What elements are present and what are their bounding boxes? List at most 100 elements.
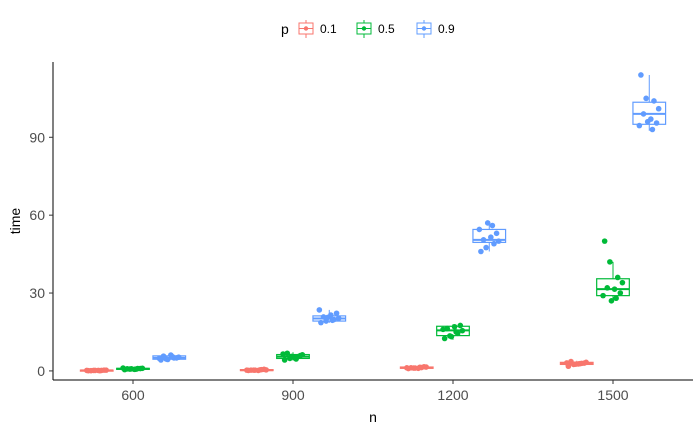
y-tick-label: 30	[29, 285, 45, 301]
legend-item-0.5: 0.5	[356, 20, 395, 38]
data-point	[288, 353, 295, 360]
data-point	[417, 364, 423, 371]
data-point	[284, 350, 291, 357]
data-point	[480, 237, 487, 243]
data-point	[607, 259, 613, 265]
legend-title: p	[281, 21, 289, 37]
data-point	[84, 367, 90, 374]
data-point	[297, 352, 304, 359]
x-tick-label: 600	[121, 387, 145, 403]
legend-label: 0.5	[378, 22, 395, 36]
legend-item-0.1: 0.1	[298, 20, 337, 38]
y-tick-label: 60	[29, 207, 45, 223]
data-point	[617, 290, 624, 296]
data-point	[318, 319, 324, 326]
data-point	[489, 222, 496, 229]
legend-label: 0.1	[320, 22, 337, 36]
y-tick-label: 0	[37, 363, 45, 379]
x-axis-title: n	[369, 409, 377, 425]
data-point	[493, 230, 500, 237]
data-point	[320, 314, 327, 320]
data-point	[404, 364, 410, 371]
data-point	[600, 292, 606, 299]
data-point	[329, 317, 336, 324]
data-point	[408, 364, 414, 371]
data-point	[441, 335, 448, 342]
y-axis-title: time	[7, 208, 23, 235]
data-point	[601, 238, 608, 244]
data-point	[453, 329, 459, 335]
data-point	[651, 98, 657, 104]
data-point	[614, 274, 621, 281]
data-point	[649, 126, 656, 133]
data-point	[444, 325, 451, 332]
legend-item-0.9: 0.9	[416, 20, 455, 38]
data-point	[244, 367, 250, 373]
data-point	[564, 360, 570, 366]
data-point	[448, 333, 455, 340]
data-point	[457, 322, 464, 329]
data-point	[160, 353, 167, 359]
data-point	[101, 367, 107, 373]
data-point	[451, 323, 458, 330]
data-point	[252, 367, 258, 373]
data-point	[120, 365, 126, 371]
y-tick-label: 90	[29, 129, 45, 145]
data-point	[495, 238, 502, 244]
boxes-layer	[79, 74, 667, 372]
data-point	[636, 122, 643, 129]
legend: p 0.1 0.5 0.9	[281, 20, 455, 38]
data-point	[280, 351, 286, 357]
x-ticks: 600 900 1200 1500	[121, 380, 629, 403]
data-point	[281, 357, 288, 363]
data-point	[133, 366, 139, 372]
points-layer	[84, 72, 662, 374]
data-point	[483, 244, 489, 251]
plot-area	[79, 72, 667, 374]
data-point	[124, 366, 131, 372]
data-point	[97, 367, 103, 374]
data-point	[421, 363, 427, 370]
data-point	[604, 285, 611, 291]
legend-key-point	[421, 26, 427, 31]
data-point	[644, 118, 651, 125]
data-point	[169, 353, 176, 360]
data-point	[335, 315, 342, 322]
data-point	[478, 248, 484, 255]
data-point	[128, 366, 135, 372]
data-point	[324, 314, 331, 321]
data-point	[608, 298, 615, 304]
data-point	[476, 226, 483, 233]
data-point	[613, 295, 619, 302]
data-point	[491, 240, 497, 247]
data-point	[333, 310, 340, 317]
data-point	[619, 279, 626, 286]
data-point	[581, 360, 587, 366]
x-tick-label: 900	[281, 387, 305, 403]
data-point	[164, 356, 171, 363]
data-point	[459, 327, 466, 334]
y-ticks: 0 30 60 90	[29, 129, 53, 379]
legend-key-point	[361, 26, 367, 31]
data-point	[261, 366, 267, 373]
data-point	[156, 355, 163, 362]
data-point	[611, 286, 618, 292]
data-point	[640, 111, 647, 117]
data-point	[638, 72, 644, 78]
legend-items: 0.1 0.5 0.9	[298, 20, 455, 38]
data-point	[316, 307, 323, 313]
data-point	[577, 360, 583, 367]
data-point	[488, 234, 494, 241]
data-point	[293, 356, 299, 362]
x-tick-label: 1500	[597, 387, 628, 403]
data-point	[440, 326, 446, 333]
data-point	[137, 365, 144, 372]
data-point	[643, 95, 649, 102]
data-point	[248, 367, 254, 373]
legend-label: 0.9	[438, 22, 455, 36]
data-point	[484, 220, 491, 226]
data-point	[257, 367, 263, 373]
data-point	[572, 361, 578, 367]
data-point	[653, 120, 660, 126]
data-point	[412, 365, 418, 371]
